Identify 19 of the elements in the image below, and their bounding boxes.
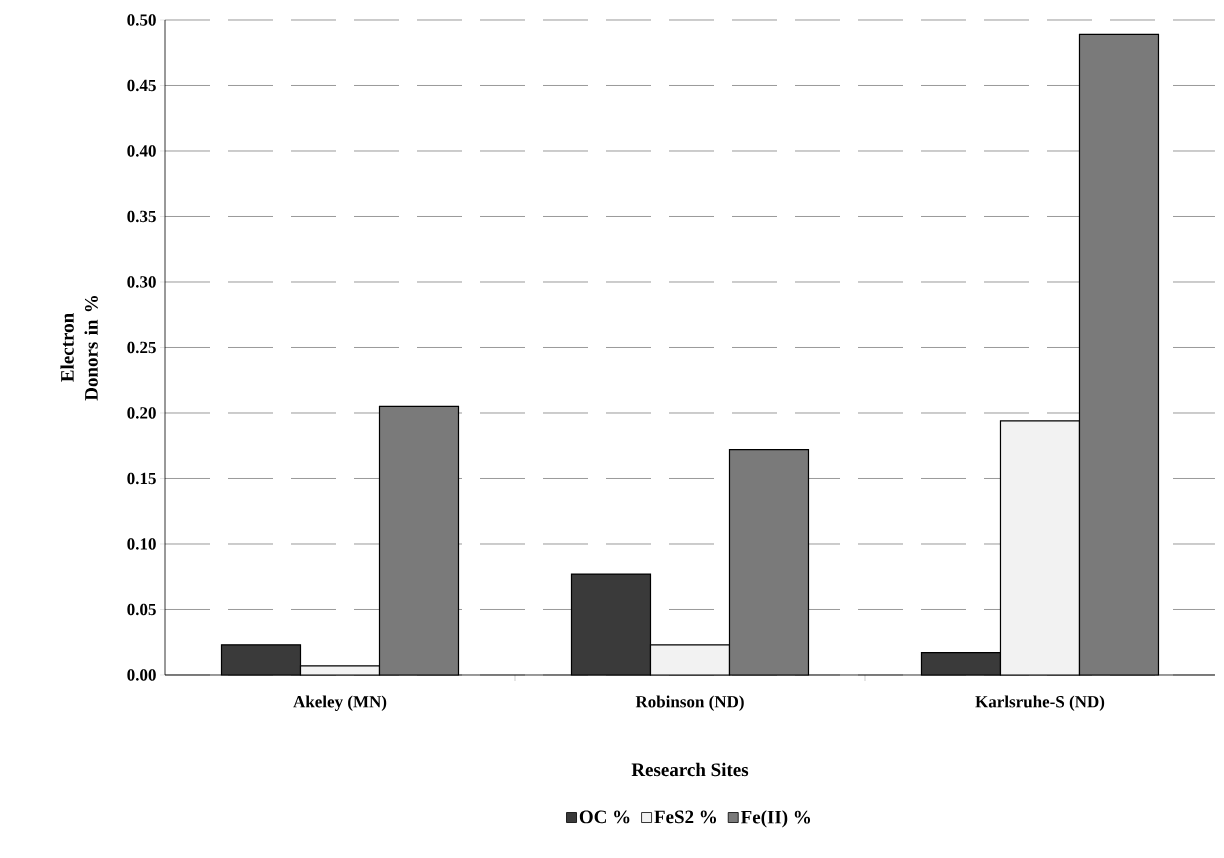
y-tick-label: 0.20 [127,407,156,419]
x-tick-label: Akeley (MN) [293,695,387,711]
y-tick-label: 0.10 [127,538,156,550]
y-tick-label: 0.35 [127,210,156,223]
y-tick-label: 0.25 [127,341,156,354]
y-axis-title: Electron Donors in % [60,295,98,401]
x-axis-title: Research Sites [631,762,749,777]
y-tick-label: 0.05 [127,603,156,616]
legend-label: FeS2 % [654,810,717,824]
x-tick-label: Karlsruhe-S (ND) [975,695,1105,711]
y-tick-label: 0.00 [127,669,156,681]
y-tick-label: 0.50 [127,14,156,26]
y-tick-label: 0.45 [127,79,156,92]
x-tick-label: Robinson (ND) [635,695,744,711]
legend-label: OC % [579,810,630,824]
y-tick-label: 0.30 [127,276,156,288]
y-tick-label: 0.40 [127,145,156,157]
legend-label: Fe(II) % [740,810,811,828]
y-tick-label: 0.15 [127,472,156,485]
